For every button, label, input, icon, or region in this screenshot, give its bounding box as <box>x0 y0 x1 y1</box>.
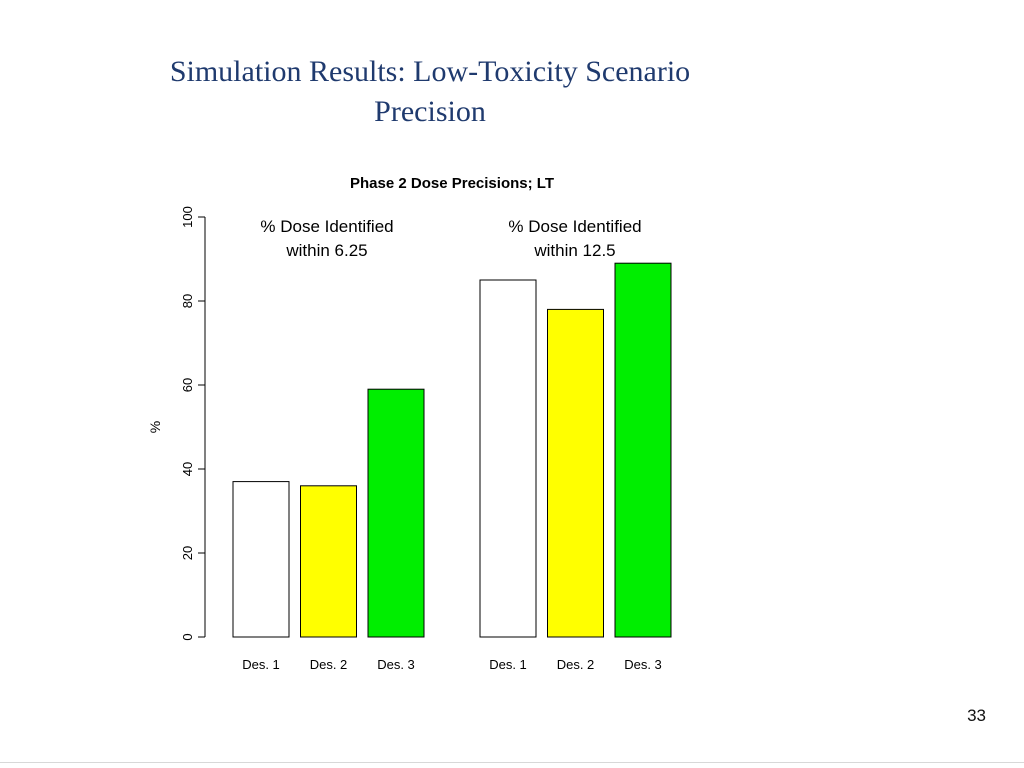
group-annotation: % Dose Identified <box>508 217 641 236</box>
y-tick-label: 0 <box>180 633 195 640</box>
bar <box>614 262 672 638</box>
bar <box>367 388 425 638</box>
bar <box>547 308 604 638</box>
group-annotation: within 6.25 <box>285 241 367 260</box>
y-tick-label: 80 <box>180 294 195 308</box>
y-tick-label: 60 <box>180 378 195 392</box>
y-tick-label: 40 <box>180 462 195 476</box>
page-number: 33 <box>967 706 986 725</box>
x-tick-label: Des. 1 <box>242 657 280 672</box>
x-tick-label: Des. 1 <box>489 657 527 672</box>
group-annotation: % Dose Identified <box>260 217 393 236</box>
slide-subtitle: Precision <box>374 95 486 128</box>
chart-title: Phase 2 Dose Precisions; LT <box>350 175 554 192</box>
bar <box>300 485 357 638</box>
plot-area: 0 20 40 60 80 100% Des. 1 Des. 2 Des. 3 % Dose Id… <box>147 206 672 672</box>
y-tick-label: 100 <box>180 206 195 228</box>
x-tick-label: Des. 2 <box>557 657 595 672</box>
x-tick-label: Des. 3 <box>377 657 415 672</box>
y-axis-label: % <box>147 421 163 433</box>
bar <box>232 481 290 638</box>
group-annotation: within 12.5 <box>533 241 615 260</box>
x-tick-label: Des. 3 <box>624 657 662 672</box>
slide-title: Simulation Results: Low-Toxicity Scenari… <box>169 55 691 88</box>
x-tick-label: Des. 2 <box>310 657 348 672</box>
bottom-rule <box>0 762 1024 763</box>
bar <box>479 279 537 638</box>
y-tick-label: 20 <box>180 546 195 560</box>
